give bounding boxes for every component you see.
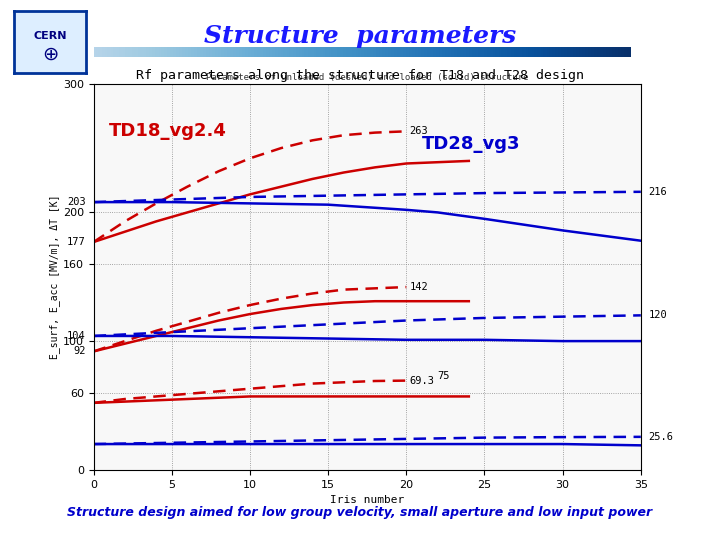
Text: 263: 263	[410, 126, 428, 136]
Text: 104: 104	[67, 331, 86, 341]
Text: TD28_vg3: TD28_vg3	[422, 135, 521, 153]
Text: 203: 203	[67, 197, 86, 207]
Text: CERN: CERN	[34, 31, 67, 40]
Text: 120: 120	[649, 310, 667, 320]
Text: Structure design aimed for low group velocity, small aperture and low input powe: Structure design aimed for low group vel…	[68, 507, 652, 519]
Y-axis label: E_surf, E_acc [MV/m], ΔT [K]: E_surf, E_acc [MV/m], ΔT [K]	[49, 194, 60, 359]
Text: 216: 216	[649, 187, 667, 197]
Text: 25.6: 25.6	[649, 432, 674, 442]
Text: 177: 177	[67, 237, 86, 247]
Text: 69.3: 69.3	[410, 376, 434, 386]
Text: Structure  parameters: Structure parameters	[204, 24, 516, 48]
Text: TD18_vg2.4: TD18_vg2.4	[109, 123, 227, 140]
Title: Parameters of unloaded (deshed) and loaded (solid) structure: Parameters of unloaded (deshed) and load…	[206, 72, 528, 82]
Text: 92: 92	[73, 346, 86, 356]
Text: 75: 75	[438, 371, 450, 381]
Text: ⊕: ⊕	[42, 45, 58, 64]
Text: 142: 142	[410, 282, 428, 292]
X-axis label: Iris number: Iris number	[330, 495, 405, 505]
Text: Rf parameters along the structure for T18 and T28 design: Rf parameters along the structure for T1…	[136, 69, 584, 82]
